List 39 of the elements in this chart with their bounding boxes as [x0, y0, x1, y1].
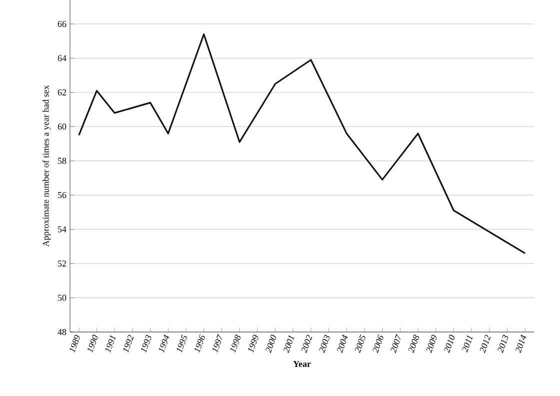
x-tick-label: 2002 — [301, 334, 312, 354]
x-tick-label: 2013 — [498, 334, 508, 354]
y-tick-label: 56 — [58, 192, 66, 198]
x-tick-label: 1997 — [212, 334, 222, 353]
x-tick-label: 2003 — [319, 334, 330, 354]
x-tick-label: 1993 — [141, 334, 152, 353]
x-tick-label: 2004 — [337, 334, 348, 354]
y-tick-label: 50 — [58, 294, 66, 301]
x-tick-label: 2009 — [426, 334, 437, 354]
y-tick-label: 52 — [58, 260, 66, 267]
y-tick-label: 58 — [58, 158, 66, 164]
y-tick-label: 54 — [58, 226, 66, 232]
x-tick-label: 1992 — [123, 334, 134, 353]
x-tick-label: 1996 — [194, 334, 205, 353]
x-tick-label: 1994 — [159, 334, 170, 353]
x-tick-label: 2007 — [390, 334, 401, 354]
y-tick-label: 62 — [58, 89, 66, 96]
y-tick-label: 66 — [58, 20, 66, 27]
x-tick-label: 2001 — [284, 335, 294, 354]
x-tick-label: 1989 — [70, 334, 80, 353]
y-tick-label: 64 — [58, 55, 66, 62]
x-tick-label: 2006 — [372, 334, 384, 354]
y-tick-label: 48 — [58, 328, 66, 336]
x-tick-label: 2014 — [516, 334, 526, 354]
x-tick-label: 2000 — [266, 334, 276, 354]
line-series — [78, 33, 526, 254]
x-tick-label: 2012 — [480, 334, 491, 354]
x-tick-label: 1998 — [230, 334, 241, 353]
y-tick-label: 60 — [58, 124, 66, 130]
y-axis-title: Approximate number of times a year had sex — [42, 85, 51, 247]
x-tick-label: 2008 — [408, 334, 419, 354]
x-tick-label: 1999 — [248, 334, 258, 353]
x-tick-label: 1991 — [106, 335, 116, 353]
x-tick-label: 2010 — [444, 334, 455, 354]
x-tick-label: 1995 — [176, 334, 187, 353]
x-tick-label: 2005 — [354, 334, 366, 354]
x-tick-label: 2011 — [462, 335, 473, 353]
x-axis-title: Year — [293, 360, 311, 367]
x-tick-label: 1990 — [88, 334, 98, 353]
